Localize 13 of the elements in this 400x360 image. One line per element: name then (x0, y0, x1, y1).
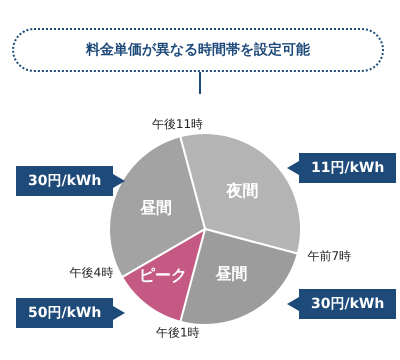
text: 30円/kWh (16, 166, 114, 196)
text: 11円/kWh (299, 152, 396, 183)
text: 午後1時 (156, 326, 200, 340)
slice-label: 昼間 (214, 264, 248, 283)
text: 午前7時 (307, 248, 352, 263)
text: 50円/kWh (16, 298, 114, 328)
slice-label: 夜間 (225, 180, 258, 200)
slice-label: ピーク (138, 265, 187, 284)
slice-label: 昼間 (139, 198, 172, 217)
text: 30円/kWh (299, 288, 396, 319)
text: 午後11時 (152, 116, 204, 131)
text: 午後4時 (70, 265, 114, 280)
chart-title: 料金単価が異なる時間帯を設定可能 (12, 28, 384, 72)
